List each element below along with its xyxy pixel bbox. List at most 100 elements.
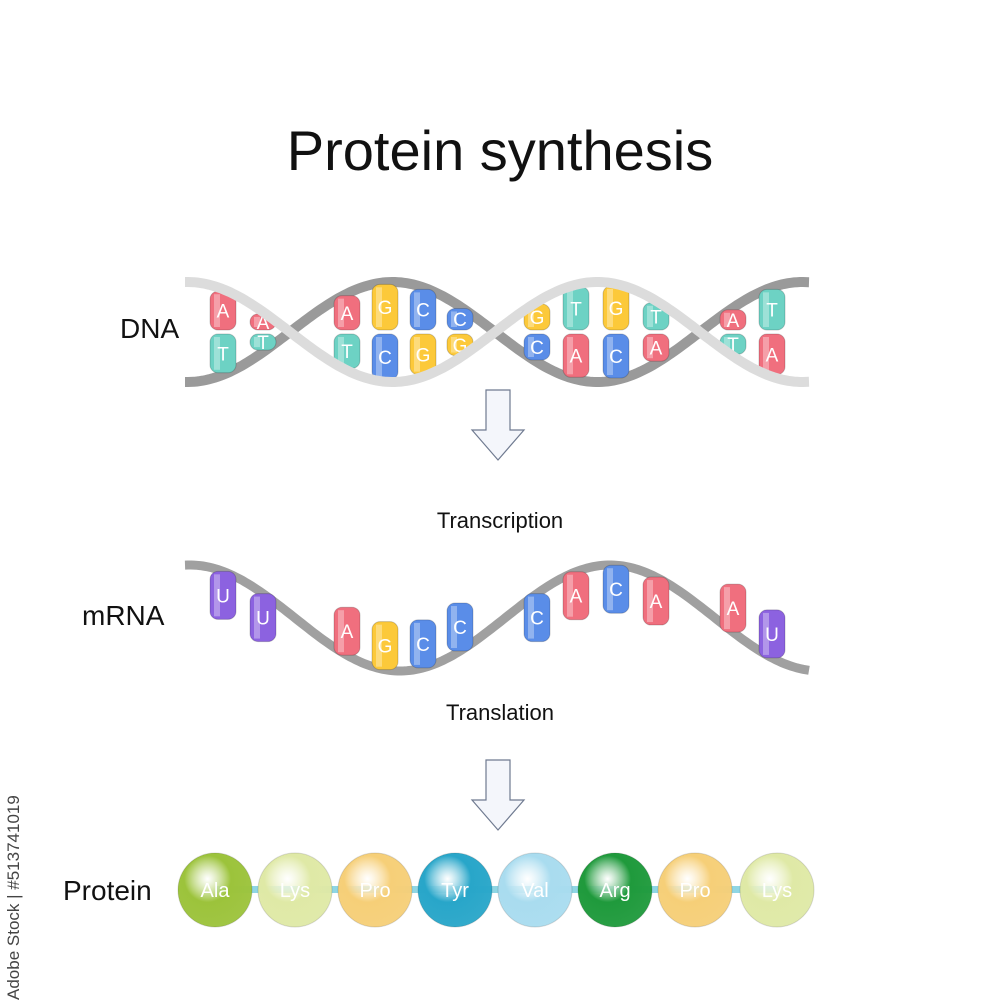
base-letter: A xyxy=(341,304,354,325)
base-highlight xyxy=(214,337,220,370)
amino-acid: Ala xyxy=(177,852,253,928)
amino-acid-label: Val xyxy=(521,880,548,902)
base-shape xyxy=(602,564,630,614)
base-letter: A xyxy=(341,622,354,643)
dna-bottom-base: T xyxy=(333,333,361,369)
base-letter: T xyxy=(570,299,582,320)
mrna-base: C xyxy=(523,593,551,643)
base-shape xyxy=(409,288,437,331)
base-highlight xyxy=(763,292,769,327)
base-shape xyxy=(642,576,670,626)
base-highlight xyxy=(567,289,573,327)
dna-bottom-base: C xyxy=(523,333,551,361)
base-shape xyxy=(642,333,670,362)
base-highlight xyxy=(607,337,613,376)
base-letter: C xyxy=(530,338,544,359)
dna-top-base: C xyxy=(409,288,437,331)
base-letter: A xyxy=(727,599,740,620)
base-highlight xyxy=(254,596,260,639)
base-highlight xyxy=(724,337,730,352)
transcription-label: Transcription xyxy=(436,508,564,533)
base-letter: C xyxy=(453,310,467,331)
dna-top-base: T xyxy=(758,288,786,331)
transcription-arrow-icon xyxy=(470,389,526,461)
base-highlight xyxy=(528,337,534,358)
mrna-base: C xyxy=(409,619,437,669)
translation-arrow-icon xyxy=(470,759,526,831)
base-letter: A xyxy=(650,592,663,613)
dna-bottom-base: G xyxy=(409,333,437,376)
mrna-base: A xyxy=(642,576,670,626)
amino-acid: Pro xyxy=(657,852,733,928)
amino-acid-label: Tyr xyxy=(441,880,469,902)
amino-acid-circle xyxy=(497,852,573,928)
amino-acid-label: Pro xyxy=(679,880,710,902)
base-highlight xyxy=(254,316,260,327)
amino-acid-circle xyxy=(577,852,653,928)
base-letter: C xyxy=(453,618,467,639)
amino-acid-label: Lys xyxy=(762,880,792,902)
base-shape xyxy=(409,619,437,669)
peptide-bond-line xyxy=(215,886,777,893)
amino-acid-circle xyxy=(337,852,413,928)
dna-label: DNA xyxy=(120,313,180,344)
base-shape xyxy=(249,333,277,351)
dna-top-base: C xyxy=(446,307,474,331)
base-letter: C xyxy=(609,347,623,368)
base-letter: A xyxy=(766,345,779,366)
mrna-base: A xyxy=(562,571,590,621)
dna-bottom-base: C xyxy=(602,333,630,379)
mrna-base: C xyxy=(446,602,474,652)
base-highlight xyxy=(338,337,344,366)
base-highlight xyxy=(451,311,457,327)
amino-acid-label: Lys xyxy=(280,880,310,902)
base-highlight xyxy=(647,305,653,327)
dna-top-base: G xyxy=(371,283,399,331)
base-highlight xyxy=(763,612,769,655)
base-letter: C xyxy=(530,609,544,630)
base-highlight xyxy=(214,574,220,617)
base-letter: T xyxy=(341,342,353,363)
base-shape xyxy=(562,333,590,378)
mrna-base: A xyxy=(333,606,361,656)
base-letter: T xyxy=(650,307,662,328)
base-highlight xyxy=(724,312,730,327)
amino-acid-label: Ala xyxy=(201,880,231,902)
translation-label: Translation xyxy=(445,700,554,725)
dna-top-base: A xyxy=(333,295,361,331)
base-highlight xyxy=(451,337,457,353)
amino-acid-circle xyxy=(177,852,253,928)
page-title: Protein synthesis xyxy=(286,119,714,182)
base-letter: A xyxy=(217,302,230,323)
base-letter: U xyxy=(256,609,270,630)
base-letter: C xyxy=(378,348,392,369)
base-shape xyxy=(446,307,474,331)
base-shape xyxy=(523,333,551,361)
mrna-base: U xyxy=(249,593,277,643)
amino-acid-circle xyxy=(739,852,815,928)
amino-acid: Pro xyxy=(337,852,413,928)
mrna-base: U xyxy=(209,570,237,620)
base-shape xyxy=(758,609,786,659)
amino-acid: Lys xyxy=(257,852,333,928)
base-highlight xyxy=(647,580,653,623)
base-highlight xyxy=(338,610,344,653)
base-highlight xyxy=(724,587,730,630)
dna-top-base: T xyxy=(562,286,590,331)
base-highlight xyxy=(414,622,420,665)
base-letter: G xyxy=(378,637,393,658)
amino-acid-circle xyxy=(417,852,493,928)
base-highlight xyxy=(338,298,344,327)
mrna-strand xyxy=(184,560,810,676)
amino-acid-label: Pro xyxy=(359,880,390,902)
dna-bottom-base: C xyxy=(371,333,399,381)
base-shape xyxy=(523,593,551,643)
base-highlight xyxy=(414,337,420,372)
base-letter: U xyxy=(216,586,230,607)
base-highlight xyxy=(607,288,613,327)
base-letter: A xyxy=(570,347,583,368)
dna-bottom-base: T xyxy=(209,333,237,374)
base-highlight xyxy=(414,292,420,327)
dna-bottom-base: A xyxy=(642,333,670,362)
